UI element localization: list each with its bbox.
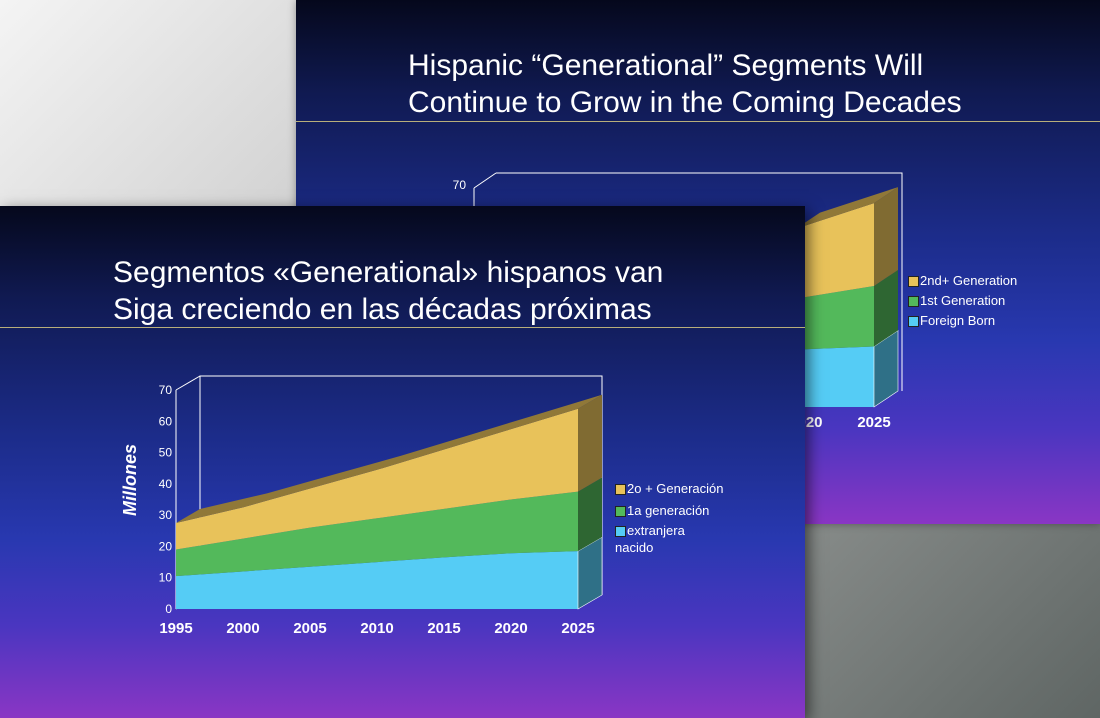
legend-label: 1a generación [627,503,710,518]
wall-edge [175,375,201,391]
y-tick-label: 70 [453,178,467,192]
x-tick-label: 2015 [427,620,460,637]
y-tick-label: 0 [165,602,172,616]
y-axis-title: Millones [120,444,140,516]
x-tick-label: 2020 [494,620,527,637]
y-tick-label: 10 [159,571,173,585]
legend-swatch-foreign-born [908,316,919,327]
chart-spanish: 0 10 20 30 40 50 60 70 1995 2000 2005 2010 2015 2020 2… [120,375,603,637]
y-tick-label: 30 [159,508,173,522]
legend-swatch-first-gen [615,506,626,517]
area-foreign-born [796,346,874,407]
legend-swatch-second-gen [908,276,919,287]
slide-title: Hispanic “Generational” Segments Will Co… [408,47,1088,121]
legend-label: Foreign Born [920,313,996,328]
title-divider [296,121,1100,122]
title-line-1: Segmentos «Generational» hispanos van [113,256,664,289]
area-foreign-born-side [577,536,603,610]
y-tick-label: 70 [159,383,173,397]
y-tick-label: 60 [159,414,173,428]
area-first-gen-side [874,269,898,347]
title-line-1: Hispanic “Generational” Segments Will [408,49,924,82]
area-second-gen-side [874,187,898,286]
x-tick-label: 2025 [561,620,594,637]
x-tick-label: 1995 [159,620,192,637]
y-tick-label: 50 [159,446,173,460]
slide-title: Segmentos «Generational» hispanos van Si… [113,254,793,328]
x-tick-label: 2005 [293,620,326,637]
y-tick-label: 40 [159,477,173,491]
title-line-2: Siga creciendo en las décadas próximas [113,293,652,326]
x-tick-label: 2025 [857,414,890,431]
legend-swatch-second-gen [615,484,626,495]
y-tick-label: 20 [159,539,173,553]
legend-swatch-foreign-born [615,526,626,537]
title-divider [0,327,805,328]
legend-label: 2o + Generación [627,481,724,496]
back-wall-frame [496,172,903,391]
x-tick-label: 2000 [226,620,259,637]
title-line-2: Continue to Grow in the Coming Decades [408,86,962,119]
area-first-gen [796,285,874,350]
legend-label: 2nd+ Generation [920,273,1018,288]
area-first-gen-side [578,477,602,552]
wall-edge [473,172,497,189]
area-second-gen-top [176,394,602,523]
x-tick-label: 2010 [360,620,393,637]
area-second-gen-top [796,187,898,229]
area-second-gen [796,203,874,299]
legend-swatch-first-gen [908,296,919,307]
area-first-gen [176,491,578,577]
area-foreign-born [176,551,578,609]
legend-label: 1st Generation [920,293,1006,308]
slide-spanish: Segmentos «Generational» hispanos van Si… [0,206,805,718]
legend-label: extranjera nacido [615,523,685,555]
area-second-gen [176,408,578,550]
area-second-gen-side [578,394,602,492]
